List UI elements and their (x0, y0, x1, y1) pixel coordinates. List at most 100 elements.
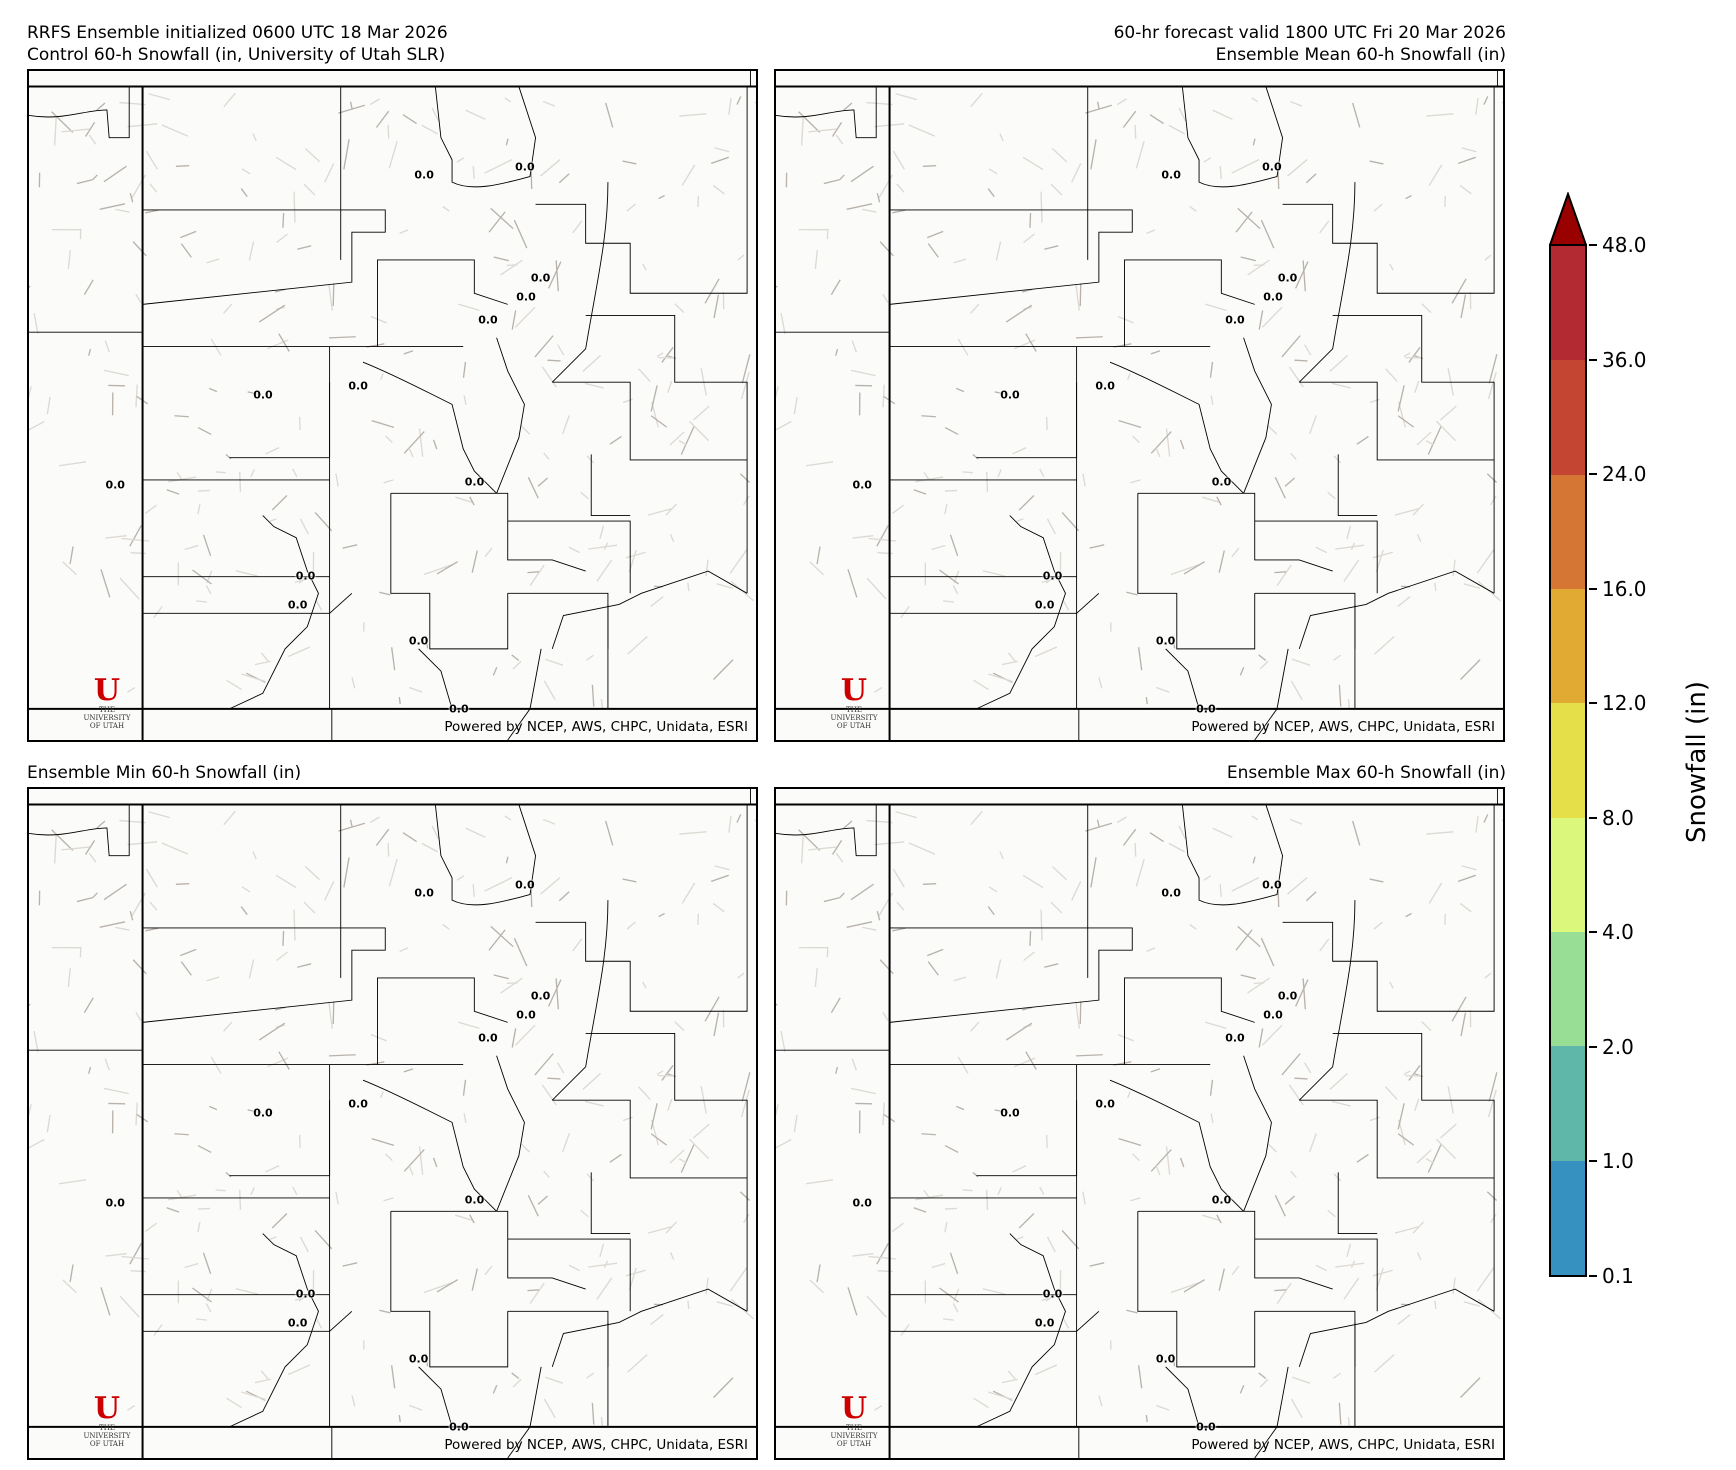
snowfall-value-label: 0.0 (515, 878, 535, 892)
terrain-shading (944, 489, 958, 492)
boundary-line (776, 805, 876, 856)
terrain-shading (205, 585, 212, 595)
terrain-shading (922, 165, 937, 168)
terrain-shading (129, 192, 134, 203)
terrain-shading (1237, 925, 1261, 948)
terrain-shading (835, 852, 844, 863)
terrain-shading (780, 313, 786, 334)
terrain-shading (736, 96, 742, 105)
terrain-shading (129, 525, 142, 547)
terrain-shading (851, 340, 857, 353)
terrain-shading (1150, 1149, 1172, 1172)
terrain-shading (1343, 1277, 1360, 1300)
init-title: RRFS Ensemble initialized 0600 UTC 18 Ma… (27, 23, 448, 43)
terrain-shading (67, 250, 71, 269)
terrain-shading (1369, 160, 1384, 165)
terrain-shading (1046, 518, 1056, 535)
terrain-shading (1090, 857, 1097, 888)
map-panel-mean: 0.0 0.0 0.0 0.0 0.0 0.0 0.0 0.0 0.0 0.0 0.0 0.0 0.0 P… (774, 69, 1505, 742)
terrain-shading (823, 897, 840, 903)
boundary-line (497, 1056, 525, 1212)
terrain-shading (1022, 156, 1044, 171)
terrain-shading (547, 1077, 561, 1080)
colorbar (1549, 244, 1587, 1277)
boundary-line (508, 521, 630, 593)
terrain-shading (197, 1207, 211, 1210)
terrain-shading (1044, 963, 1059, 968)
terrain-shading (161, 842, 189, 855)
terrain-shading (949, 1252, 959, 1274)
terrain-shading (895, 93, 917, 101)
snowfall-value-label: 0.0 (516, 1008, 536, 1022)
terrain-shading (714, 147, 730, 153)
colorbar-segment (1551, 246, 1585, 361)
boundary-line (552, 382, 747, 460)
terrain-shading (408, 447, 414, 458)
terrain-shading (328, 284, 333, 311)
snowfall-value-label: 0.0 (295, 569, 316, 583)
terrain-shading (505, 856, 509, 864)
terrain-shading (29, 386, 32, 399)
terrain-shading (986, 1189, 989, 1210)
terrain-shading (209, 387, 218, 393)
terrain-shading (1209, 1079, 1214, 1096)
boundary-line (419, 649, 452, 709)
boundary-line (508, 593, 608, 649)
terrain-shading (1041, 1295, 1055, 1301)
terrain-shading (282, 213, 285, 228)
terrain-shading (1041, 577, 1055, 583)
terrain-shading (1062, 600, 1070, 611)
terrain-shading (1397, 1103, 1405, 1130)
terrain-shading (1178, 825, 1187, 840)
terrain-shading (678, 440, 688, 446)
terrain-shading (1490, 495, 1497, 506)
terrain-shading (1490, 1213, 1497, 1224)
panel-title-control: Control 60-h Snowfall (in, University of… (27, 45, 446, 65)
terrain-shading (1096, 101, 1100, 110)
terrain-shading (892, 927, 906, 932)
terrain-shading (1397, 1314, 1411, 1326)
terrain-shading (332, 283, 335, 307)
terrain-shading (743, 1213, 750, 1224)
terrain-shading (278, 333, 290, 352)
terrain-shading (809, 1279, 824, 1294)
terrain-shading (1079, 283, 1082, 307)
terrain-shading (1061, 1230, 1080, 1250)
boundary-line (890, 593, 1099, 613)
terrain-shading (206, 976, 220, 982)
terrain-shading (332, 1001, 335, 1025)
terrain-shading (370, 1033, 387, 1042)
terrain-shading (471, 550, 478, 573)
terrain-shading (1135, 141, 1145, 169)
terrain-shading (1029, 213, 1032, 228)
attribution-text: Powered by NCEP, AWS, CHPC, Unidata, ESR… (444, 719, 748, 735)
terrain-shading (927, 961, 939, 976)
terrain-shading (1281, 335, 1301, 358)
terrain-shading (1461, 147, 1477, 153)
terrain-shading (999, 133, 1004, 142)
terrain-shading (582, 354, 601, 372)
terrain-shading (862, 208, 877, 213)
boundary-line (29, 805, 129, 856)
terrain-shading (674, 1021, 685, 1032)
terrain-shading (900, 1324, 910, 1336)
terrain-shading (831, 121, 843, 137)
terrain-shading (1145, 696, 1148, 705)
terrain-shading (586, 1372, 594, 1379)
terrain-shading (943, 1318, 954, 1321)
terrain-shading (135, 1102, 138, 1126)
terrain-shading (370, 315, 387, 324)
terrain-shading (293, 191, 296, 223)
terrain-shading (1338, 684, 1342, 707)
terrain-shading (1259, 1378, 1269, 1388)
terrain-shading (1149, 114, 1164, 125)
terrain-shading (956, 1105, 965, 1111)
terrain-shading (830, 997, 841, 1013)
terrain-shading (1116, 816, 1127, 824)
terrain-shading (1457, 156, 1476, 164)
terrain-shading (1302, 978, 1306, 1010)
boundary-line (1166, 649, 1199, 709)
snowfall-value-label: 0.0 (1095, 379, 1115, 393)
boundary-line (1299, 900, 1355, 1100)
terrain-shading (465, 827, 486, 838)
